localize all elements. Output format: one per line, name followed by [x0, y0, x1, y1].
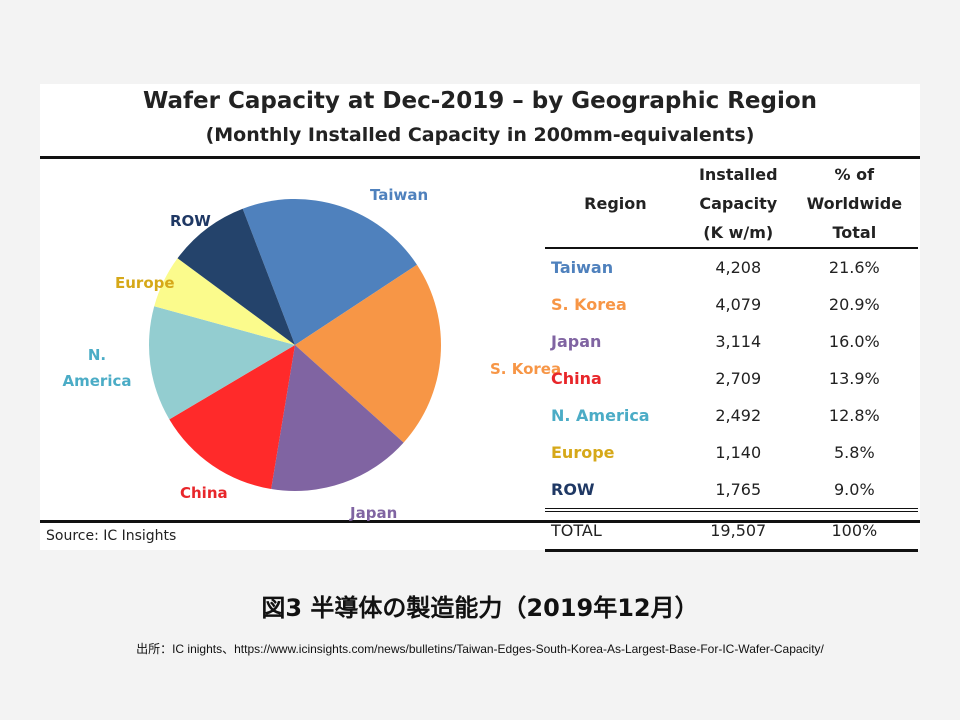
pie-label: S. Korea	[490, 360, 562, 378]
pie-label: N. America	[62, 346, 132, 390]
pie-chart	[149, 199, 441, 491]
capacity-cell: 4,208	[715, 258, 762, 277]
citation: 出所：IC inights、https://www.icinsights.com…	[136, 642, 824, 656]
percent-cell: 13.9%	[828, 369, 880, 388]
percent-cell: 12.8%	[828, 406, 880, 425]
chart-panel: Wafer Capacity at Dec-2019 – by Geograph…	[40, 84, 920, 552]
percent-cell: 21.6%	[828, 258, 880, 277]
table-row: Europe 1,140 5.8%	[545, 434, 918, 471]
table-row: S. Korea 4,079 20.9%	[545, 286, 918, 323]
top-rule	[40, 156, 920, 159]
pie-label: Taiwan	[370, 186, 429, 204]
capacity-cell: 1,765	[715, 480, 762, 499]
table-row: China 2,709 13.9%	[545, 360, 918, 397]
chart-title: Wafer Capacity at Dec-2019 – by Geograph…	[142, 88, 818, 114]
table-row: Taiwan 4,208 21.6%	[545, 248, 918, 286]
pie-label: ROW	[170, 212, 211, 230]
source-note: Source: IC Insights	[46, 528, 177, 544]
pie-slice-europe	[154, 258, 295, 345]
region-cell: ROW	[551, 480, 595, 499]
region-cell: Taiwan	[551, 258, 614, 277]
pie-label: Europe	[115, 274, 175, 292]
data-table: Region Installed Capacity (K w/m)% of Worldw…	[545, 156, 918, 552]
percent-cell: 20.9%	[828, 295, 880, 314]
capacity-cell: 1,140	[715, 443, 762, 462]
percent-cell: 9.0%	[834, 480, 875, 499]
capacity-cell: 3,114	[715, 332, 762, 351]
pie-label: China	[180, 484, 228, 502]
bottom-rule	[40, 520, 920, 523]
total-cell: TOTAL	[545, 508, 686, 552]
pie-slice-china	[169, 345, 295, 490]
pie-slice-taiwan	[242, 199, 417, 345]
column-header: Region	[545, 156, 686, 249]
region-cell: S. Korea	[551, 295, 627, 314]
total-row: TOTAL 19,507 100%	[545, 508, 918, 552]
column-header: % of Worldwide Total	[790, 156, 918, 249]
percent-cell: 16.0%	[828, 332, 880, 351]
pie-slice-row	[177, 208, 295, 345]
figure-caption: 図3 半導体の製造能力（2019年12月）	[261, 594, 699, 622]
region-cell: Europe	[551, 443, 615, 462]
total-cell: 19,507	[685, 508, 791, 552]
pie-slice-s-korea	[295, 264, 441, 443]
table-row: Japan 3,114 16.0%	[545, 323, 918, 360]
region-cell: China	[551, 369, 602, 388]
pie-slice-n-america	[149, 306, 295, 420]
table-row: ROW 1,765 9.0%	[545, 471, 918, 510]
percent-cell: 5.8%	[834, 443, 875, 462]
capacity-cell: 4,079	[715, 295, 762, 314]
region-cell: N. America	[551, 406, 650, 425]
column-header: Installed Capacity (K w/m)	[685, 156, 791, 249]
chart-subtitle: (Monthly Installed Capacity in 200mm-equ…	[205, 124, 755, 146]
total-cell: 100%	[790, 508, 918, 552]
capacity-cell: 2,492	[715, 406, 762, 425]
pie-slice-japan	[271, 345, 404, 491]
capacity-cell: 2,709	[715, 369, 762, 388]
table-row: N. America 2,492 12.8%	[545, 397, 918, 434]
pie-label: Japan	[350, 504, 398, 522]
region-cell: Japan	[551, 332, 602, 351]
